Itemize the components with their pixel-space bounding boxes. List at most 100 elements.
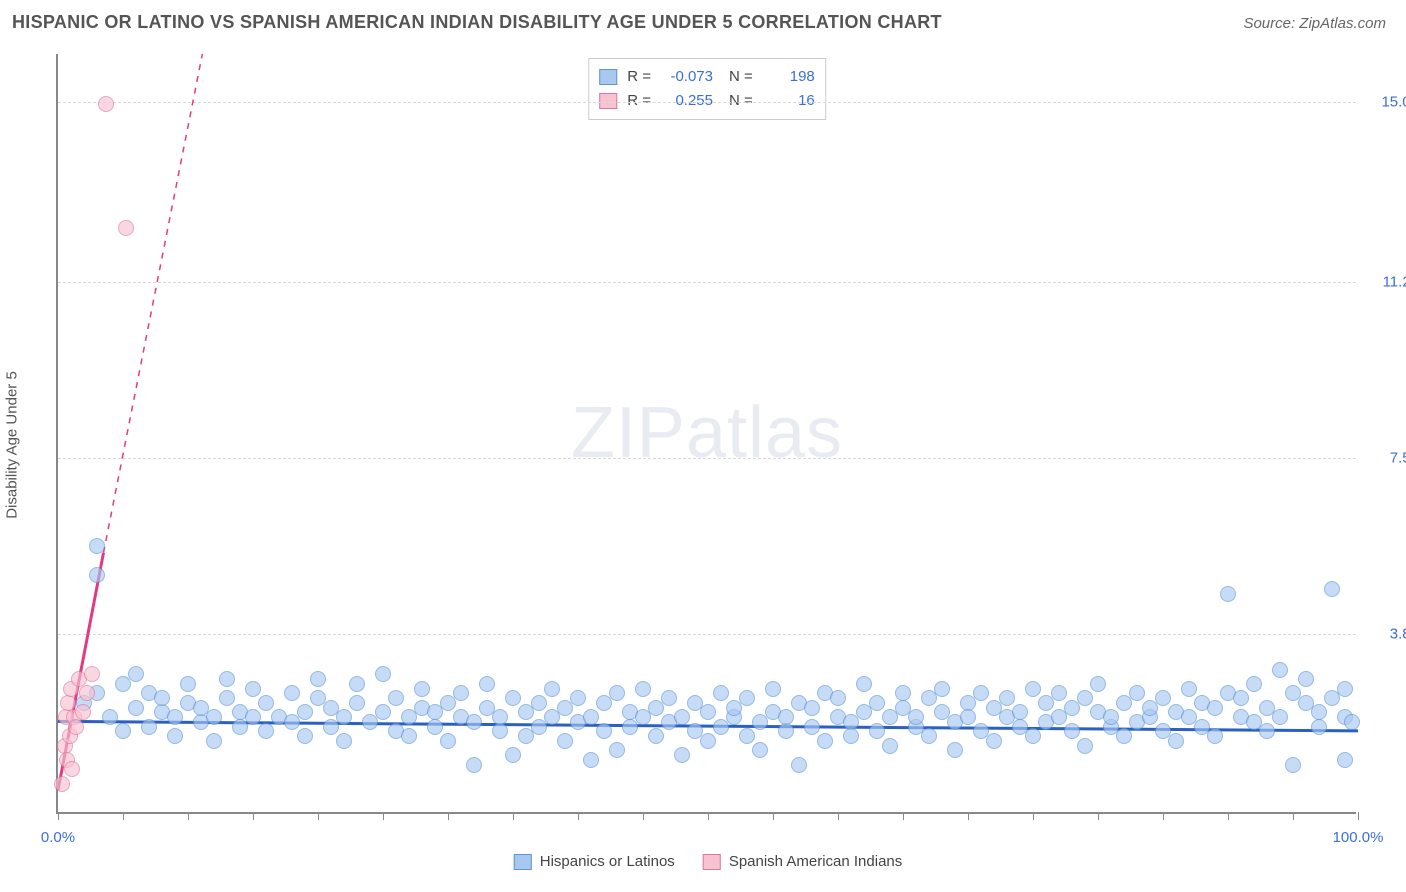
data-point [596, 723, 612, 739]
data-point [75, 704, 91, 720]
data-point [284, 685, 300, 701]
data-point [336, 733, 352, 749]
data-point [856, 676, 872, 692]
data-point [388, 690, 404, 706]
y-tick-label: 15.0% [1381, 93, 1406, 110]
data-point [765, 681, 781, 697]
data-point [1311, 704, 1327, 720]
data-point [1207, 700, 1223, 716]
data-point [934, 681, 950, 697]
data-point [700, 704, 716, 720]
data-point [466, 757, 482, 773]
data-point [219, 671, 235, 687]
data-point [1116, 728, 1132, 744]
data-point [258, 723, 274, 739]
data-point [1025, 728, 1041, 744]
data-point [310, 671, 326, 687]
data-point [84, 666, 100, 682]
data-point [986, 733, 1002, 749]
data-point [479, 676, 495, 692]
data-point [557, 733, 573, 749]
data-point [492, 709, 508, 725]
data-point [1051, 685, 1067, 701]
data-point [349, 695, 365, 711]
data-point [895, 685, 911, 701]
data-point [1207, 728, 1223, 744]
data-point [960, 709, 976, 725]
data-point [739, 690, 755, 706]
data-point [908, 709, 924, 725]
data-point [1064, 723, 1080, 739]
data-point [1090, 676, 1106, 692]
data-point [791, 757, 807, 773]
series-legend: Hispanics or LatinosSpanish American Ind… [514, 853, 903, 870]
data-point [297, 728, 313, 744]
data-point [1337, 752, 1353, 768]
data-point [141, 719, 157, 735]
data-point [648, 728, 664, 744]
data-point [1077, 738, 1093, 754]
data-point [1272, 709, 1288, 725]
data-point [531, 695, 547, 711]
data-point [869, 695, 885, 711]
data-point [1259, 723, 1275, 739]
data-point [1246, 676, 1262, 692]
data-point [882, 738, 898, 754]
chart-title: HISPANIC OR LATINO VS SPANISH AMERICAN I… [12, 12, 942, 33]
data-point [973, 685, 989, 701]
data-point [778, 709, 794, 725]
x-tick-label: 0.0% [41, 829, 75, 846]
data-point [999, 690, 1015, 706]
data-point [492, 723, 508, 739]
data-point [505, 747, 521, 763]
data-point [1129, 685, 1145, 701]
data-point [947, 742, 963, 758]
data-point [674, 747, 690, 763]
data-point [336, 709, 352, 725]
data-point [54, 776, 70, 792]
y-axis-label: Disability Age Under 5 [4, 371, 21, 519]
data-point [1181, 681, 1197, 697]
data-point [1285, 757, 1301, 773]
source-label: Source: ZipAtlas.com [1243, 15, 1386, 32]
data-point [1220, 586, 1236, 602]
data-point [167, 728, 183, 744]
data-point [375, 666, 391, 682]
data-point [427, 719, 443, 735]
data-point [778, 723, 794, 739]
data-point [206, 733, 222, 749]
data-point [1344, 714, 1360, 730]
data-point [89, 567, 105, 583]
plot-region: ZIPatlas R =-0.073N =198R =0.255N =16 3.… [56, 54, 1356, 814]
data-point [375, 704, 391, 720]
data-point [661, 690, 677, 706]
data-point [440, 733, 456, 749]
data-point [79, 685, 95, 701]
chart-area: Disability Age Under 5 ZIPatlas R =-0.07… [48, 54, 1368, 836]
data-point [414, 681, 430, 697]
data-point [297, 704, 313, 720]
data-point [1324, 581, 1340, 597]
data-point [635, 681, 651, 697]
x-tick [1358, 812, 1359, 820]
data-point [453, 685, 469, 701]
y-tick-label: 7.5% [1390, 449, 1406, 466]
data-point [245, 681, 261, 697]
data-point [570, 690, 586, 706]
data-point [1272, 662, 1288, 678]
data-point [167, 709, 183, 725]
data-point [609, 742, 625, 758]
data-point [609, 685, 625, 701]
data-point [68, 719, 84, 735]
data-point [128, 666, 144, 682]
data-point [1155, 690, 1171, 706]
data-point [804, 719, 820, 735]
data-point [505, 690, 521, 706]
data-point [700, 733, 716, 749]
data-point [1298, 671, 1314, 687]
data-point [154, 690, 170, 706]
legend-item: Hispanics or Latinos [514, 853, 675, 870]
data-point [1233, 690, 1249, 706]
data-point [102, 709, 118, 725]
data-point [180, 676, 196, 692]
